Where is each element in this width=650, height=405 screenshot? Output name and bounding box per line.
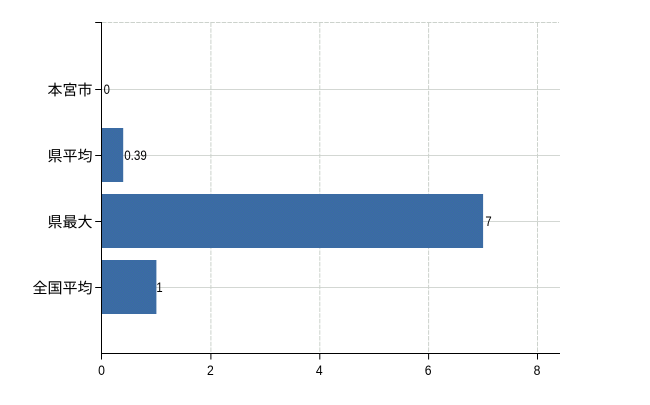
svg-text:4: 4 [316,362,323,378]
svg-text:0: 0 [104,81,110,97]
svg-text:8: 8 [534,362,541,378]
svg-text:2: 2 [207,362,214,378]
svg-text:1: 1 [156,279,162,295]
svg-text:6: 6 [425,362,432,378]
svg-text:7: 7 [485,213,491,229]
svg-text:0: 0 [98,362,105,378]
svg-text:0.39: 0.39 [124,147,147,163]
